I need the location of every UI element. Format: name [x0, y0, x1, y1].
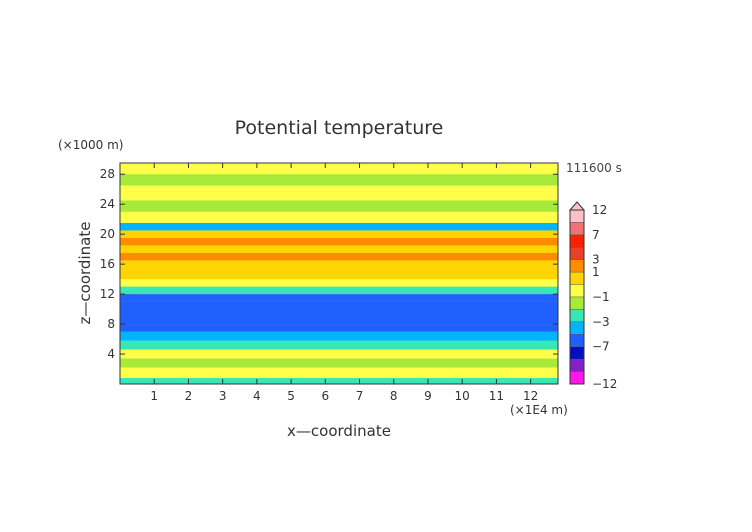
- x-tick-label: 7: [356, 389, 364, 403]
- chart-title: Potential temperature: [235, 117, 444, 139]
- colorbar-swatch: [569, 334, 585, 347]
- colorbar-label: 1: [592, 265, 600, 279]
- field-band: [120, 324, 558, 332]
- x-axis-label: x—coordinate: [287, 422, 391, 440]
- colorbar-swatch: [569, 321, 585, 335]
- y-axis: 4 8 12 16 20 24 28: [100, 167, 558, 361]
- colorbar-swatch: [569, 309, 585, 323]
- field-band: [120, 200, 558, 212]
- x-tick-label: 3: [219, 389, 227, 403]
- field-band: [120, 260, 558, 268]
- x-tick-label: 2: [185, 389, 193, 403]
- field-band: [120, 163, 558, 175]
- field-band: [120, 174, 558, 186]
- colorbar-frame: [569, 209, 585, 385]
- field-band: [120, 222, 558, 231]
- y-tick-label: 20: [100, 227, 115, 241]
- field-band: [120, 267, 558, 280]
- x-tick-label: 6: [321, 389, 329, 403]
- colorbar-swatch: [569, 259, 585, 273]
- x-tick-label: 8: [390, 389, 398, 403]
- y-tick-label: 28: [100, 167, 115, 181]
- field-band: [120, 211, 558, 223]
- y-axis-label: z—coordinate: [76, 222, 94, 325]
- field-band: [120, 245, 558, 253]
- colorbar-swatch: [569, 296, 585, 310]
- field-band: [120, 185, 558, 201]
- x-axis: 1 2 3 4 5 6 7 8 9 10 11 12: [150, 163, 538, 403]
- y-tick-label: 16: [100, 257, 115, 271]
- colorbar-swatch: [569, 222, 585, 236]
- colorbar-label: 3: [592, 253, 600, 267]
- x-tick-label: 1: [150, 389, 158, 403]
- field-band: [120, 252, 558, 261]
- x-tick-label: 12: [523, 389, 538, 403]
- field-bands: [120, 163, 558, 384]
- colorbar-swatch: [569, 209, 585, 223]
- colorbar-label: 12: [592, 203, 607, 217]
- field-band: [120, 340, 558, 350]
- plot-area: [120, 163, 558, 384]
- colorbar-label: 7: [592, 228, 600, 242]
- field-band: [120, 230, 558, 238]
- field-band: [120, 331, 558, 341]
- colorbar-swatch: [569, 247, 585, 260]
- plot-frame: [119, 162, 559, 385]
- colorbar-swatch: [569, 271, 585, 285]
- colorbar-label: −12: [592, 377, 617, 391]
- colorbar-label: −1: [592, 290, 610, 304]
- colorbar-swatch: [569, 346, 585, 360]
- colorbar-swatch: [569, 358, 585, 372]
- field-band: [120, 279, 558, 287]
- y-tick-label: 12: [100, 287, 115, 301]
- field-band: [120, 378, 558, 384]
- x-tick-label: 10: [455, 389, 470, 403]
- colorbar: 12 7 31 −1 −3 −7 −12: [568, 201, 617, 391]
- y-tick-label: 8: [107, 317, 115, 331]
- colorbar-swatch: [569, 371, 585, 385]
- y-tick-label: 4: [107, 347, 115, 361]
- colorbar-top-arrow: [568, 201, 586, 211]
- field-band: [120, 294, 558, 302]
- x-tick-label: 9: [424, 389, 432, 403]
- colorbar-label: −3: [592, 315, 610, 329]
- time-label: 111600 s: [566, 161, 622, 175]
- field-band: [120, 301, 558, 325]
- colorbar-swatch: [569, 234, 585, 248]
- field-band: [120, 358, 558, 368]
- field-band: [120, 349, 558, 359]
- field-band: [120, 286, 558, 295]
- x-tick-label: 11: [489, 389, 504, 403]
- x-tick-label: 5: [287, 389, 295, 403]
- y-tick-label: 24: [100, 197, 115, 211]
- field-band: [120, 237, 558, 246]
- colorbar-label: −7: [592, 340, 610, 354]
- x-axis-unit: (×1E4 m): [510, 403, 568, 417]
- x-tick-label: 4: [253, 389, 261, 403]
- colorbar-swatch: [569, 284, 585, 298]
- y-axis-unit: (×1000 m): [58, 138, 123, 152]
- field-band: [120, 367, 558, 379]
